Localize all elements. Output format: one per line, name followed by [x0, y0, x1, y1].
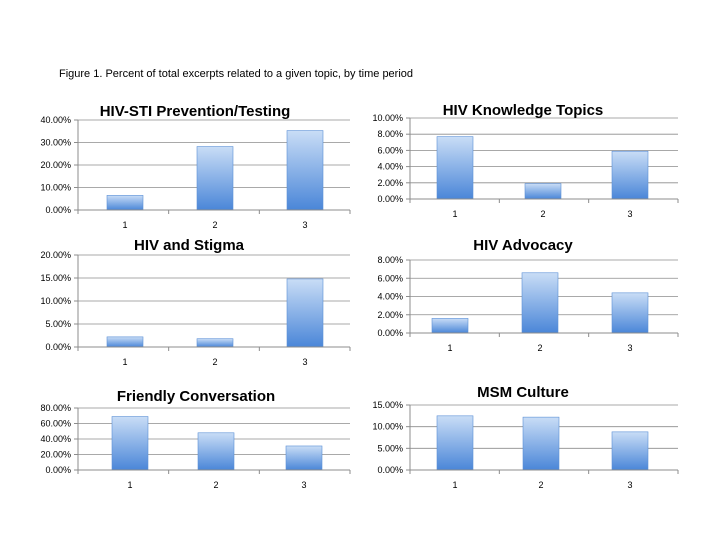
x-tick-label: 1	[127, 480, 132, 490]
y-tick-label: 40.00%	[40, 434, 71, 444]
chart-title: Friendly Conversation	[117, 388, 275, 405]
y-tick-label: 4.00%	[377, 292, 403, 302]
bar	[522, 416, 560, 471]
x-tick-label: 3	[302, 357, 307, 367]
y-tick-label: 0.00%	[377, 328, 403, 338]
x-tick-label: 1	[452, 209, 457, 219]
bar	[111, 416, 149, 471]
x-tick-label: 1	[447, 343, 452, 353]
y-tick-label: 2.00%	[377, 310, 403, 320]
y-tick-label: 20.00%	[40, 160, 71, 170]
chart-title: HIV and Stigma	[134, 237, 245, 254]
y-tick-label: 20.00%	[40, 450, 71, 460]
x-tick-label: 2	[212, 220, 217, 230]
x-tick-label: 1	[122, 220, 127, 230]
y-tick-label: 6.00%	[377, 145, 403, 155]
y-tick-label: 0.00%	[45, 342, 71, 352]
y-tick-label: 8.00%	[377, 129, 403, 139]
y-tick-label: 20.00%	[40, 250, 71, 260]
bar	[196, 146, 234, 211]
y-tick-label: 15.00%	[372, 400, 403, 410]
chart-title: HIV Advocacy	[473, 237, 573, 254]
y-tick-label: 10.00%	[40, 183, 71, 193]
y-tick-label: 5.00%	[45, 319, 71, 329]
bar	[611, 292, 649, 334]
bar	[286, 130, 324, 211]
y-tick-label: 40.00%	[40, 115, 71, 125]
x-tick-label: 3	[627, 480, 632, 490]
y-tick-label: 60.00%	[40, 419, 71, 429]
x-tick-label: 2	[537, 343, 542, 353]
y-tick-label: 15.00%	[40, 273, 71, 283]
y-tick-label: 6.00%	[377, 273, 403, 283]
y-tick-label: 5.00%	[377, 443, 403, 453]
chart-title: HIV-STI Prevention/Testing	[100, 103, 291, 120]
x-tick-label: 2	[212, 357, 217, 367]
bar	[521, 272, 559, 334]
bar	[611, 431, 649, 471]
y-tick-label: 10.00%	[372, 113, 403, 123]
bar	[197, 432, 235, 471]
y-tick-label: 8.00%	[377, 255, 403, 265]
x-tick-label: 2	[538, 480, 543, 490]
x-tick-label: 1	[122, 357, 127, 367]
chart-title: HIV Knowledge Topics	[443, 102, 604, 119]
y-tick-label: 2.00%	[377, 178, 403, 188]
bar	[285, 445, 323, 471]
bar	[436, 415, 474, 471]
x-tick-label: 3	[627, 343, 632, 353]
x-tick-label: 3	[301, 480, 306, 490]
y-tick-label: 30.00%	[40, 138, 71, 148]
figure-caption: Figure 1. Percent of total excerpts rela…	[59, 68, 414, 80]
y-tick-label: 10.00%	[372, 422, 403, 432]
y-tick-label: 0.00%	[377, 465, 403, 475]
y-tick-label: 0.00%	[45, 465, 71, 475]
x-tick-label: 3	[302, 220, 307, 230]
x-tick-label: 3	[627, 209, 632, 219]
y-tick-label: 10.00%	[40, 296, 71, 306]
y-tick-label: 80.00%	[40, 403, 71, 413]
x-tick-label: 2	[540, 209, 545, 219]
x-tick-label: 1	[452, 480, 457, 490]
bar	[436, 136, 474, 200]
y-tick-label: 0.00%	[45, 205, 71, 215]
y-tick-label: 0.00%	[377, 194, 403, 204]
y-tick-label: 4.00%	[377, 162, 403, 172]
bar	[286, 278, 324, 348]
chart-title: MSM Culture	[477, 384, 569, 401]
x-tick-label: 2	[213, 480, 218, 490]
